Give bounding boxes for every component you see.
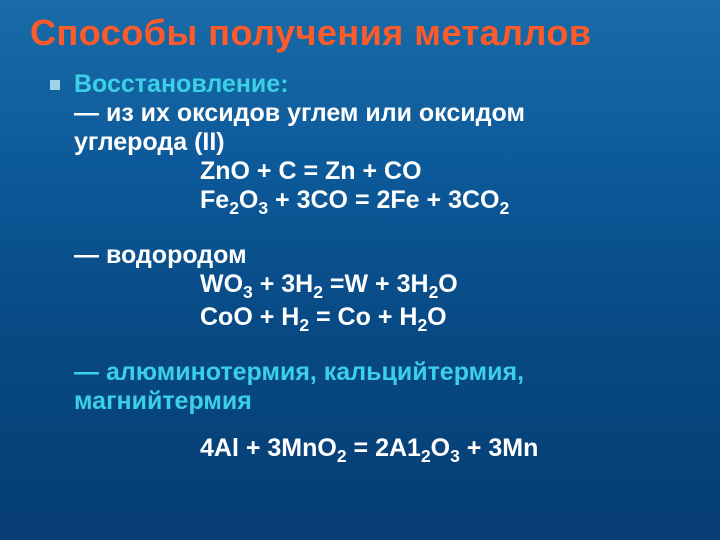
slide-content: Восстановление: — из их оксидов углем ил… <box>30 70 690 467</box>
section-1-sub-line1: — из их оксидов углем или оксидом <box>50 99 690 128</box>
bullet-icon <box>50 80 60 90</box>
section-2-heading: — водородом <box>50 241 690 270</box>
section-1-heading: Восстановление: <box>74 70 289 99</box>
equation-5: 4Al + 3MnO2 = 2A12O3 + 3Mn <box>50 434 690 467</box>
equation-1: ZnO + C = Zn + CO <box>50 157 690 186</box>
section-1: Восстановление: <box>74 70 289 99</box>
section-1-sub-line2: углерода (II) <box>50 128 690 157</box>
slide-title: Способы получения металлов <box>30 12 690 54</box>
section-3-line1: — алюминотермия, кальцийтермия, <box>50 358 690 387</box>
equation-2: Fe2O3 + 3CO = 2Fe + 3CO2 <box>50 186 690 219</box>
equation-3: WO3 + 3H2 =W + 3H2O <box>50 270 690 303</box>
equation-4: CoO + H2 = Co + H2O <box>50 303 690 336</box>
section-3-line2: магнийтермия <box>50 387 690 416</box>
bullet-row: Восстановление: <box>50 70 690 99</box>
